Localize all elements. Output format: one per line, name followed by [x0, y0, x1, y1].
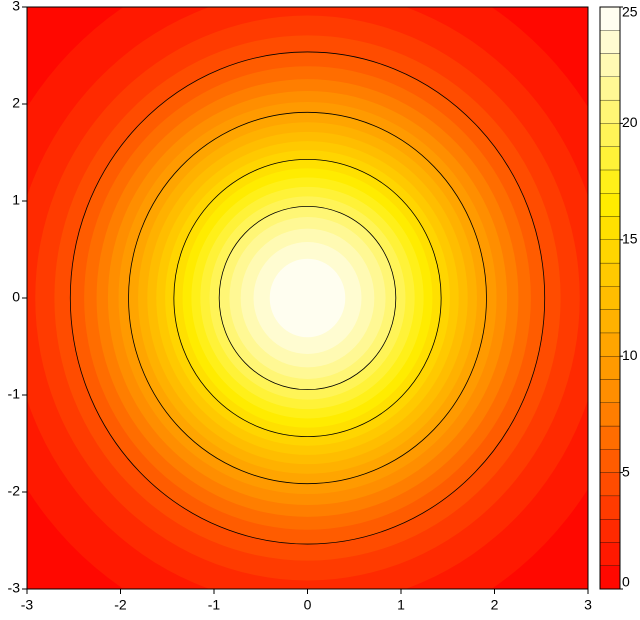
colorbar-tick-label: 20: [622, 114, 638, 130]
colorbar-band: [599, 216, 621, 240]
x-tick-label: 2: [491, 597, 499, 613]
colorbar-band: [599, 495, 621, 520]
y-tick-label: 3: [12, 0, 20, 14]
x-tick-label: -2: [114, 597, 127, 613]
colorbar-band: [599, 30, 621, 54]
colorbar-band: [599, 123, 621, 147]
contour-line: [128, 111, 487, 485]
x-tick-label: 0: [304, 597, 312, 613]
colorbar-band: [599, 425, 621, 450]
fill-band: [269, 258, 346, 338]
colorbar-band: [599, 565, 621, 590]
colorbar-tick-label: 5: [622, 463, 630, 479]
colorbar-band: [599, 379, 621, 403]
x-tick-label: -3: [21, 597, 34, 613]
x-tick-label: -1: [208, 597, 221, 613]
colorbar-tick-label: 0: [622, 574, 630, 590]
contour-line: [173, 158, 442, 438]
y-tick-label: -3: [8, 580, 21, 596]
axes: -3 -2 -1 0 1 2 3 -3 -2 -1 0 1 2 3 0 5 10 15 20 25: [8, 0, 638, 613]
colorbar-band: [599, 519, 621, 543]
colorbar-frame: [599, 6, 621, 590]
colorbar-band: [599, 6, 621, 31]
colorbar-band: [599, 146, 621, 171]
colorbar-band: [599, 169, 621, 194]
x-tick-label: 3: [584, 597, 592, 613]
colorbar-band: [599, 239, 621, 264]
colorbar-band: [599, 76, 621, 101]
colorbar-band: [599, 309, 621, 334]
y-tick-label: -1: [8, 386, 21, 402]
colorbar-band: [599, 53, 621, 77]
colorbar-band: [599, 402, 621, 427]
contour-line: [218, 205, 397, 391]
colorbar-band: [599, 99, 621, 124]
y-tick-label: 1: [12, 192, 20, 208]
colorbar-tick-label: 25: [622, 4, 638, 20]
colorbar: [599, 6, 621, 590]
contour-line: [69, 51, 546, 545]
colorbar-band: [599, 286, 621, 310]
colorbar-band: [599, 193, 621, 217]
colorbar-band: [599, 542, 621, 566]
x-tick-label: 1: [397, 597, 405, 613]
colorbar-band: [599, 472, 621, 497]
colorbar-tick-label: 15: [622, 231, 638, 247]
colorbar-band: [599, 332, 621, 357]
colorbar-band: [599, 449, 621, 473]
colorbar-band: [599, 356, 621, 380]
y-tick-label: 2: [12, 95, 20, 111]
y-tick-label: -2: [8, 483, 21, 499]
colorbar-band: [599, 262, 621, 287]
y-tick-label: 0: [12, 289, 20, 305]
colorbar-tick-label: 10: [622, 347, 638, 363]
